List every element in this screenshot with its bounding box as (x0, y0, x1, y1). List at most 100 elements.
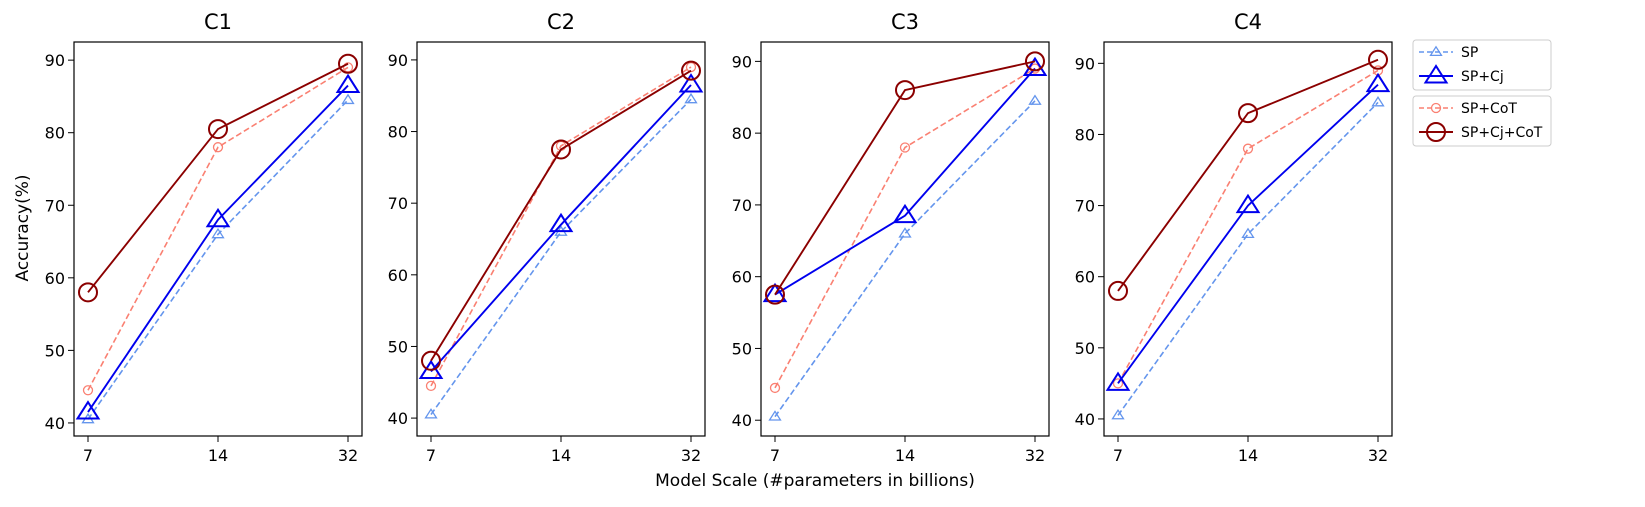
x-tick-label: 7 (83, 446, 93, 465)
chart-title: C3 (891, 10, 919, 34)
chart-panel-1: C1 40 50 60 70 80 90 7 14 32 (45, 10, 363, 465)
series-line-sp-cot (1117, 69, 1379, 384)
series-sp (81, 93, 355, 424)
x-axis-label: Model Scale (#parameters in billions) (655, 471, 975, 491)
legend: SP SP+Cj SP+CoT SP+Cj+CoT (1412, 39, 1552, 147)
y-tick-label: 90 (45, 51, 65, 70)
data-point-sp (768, 410, 782, 421)
legend-marker (1430, 102, 1442, 114)
series-line-sp (774, 100, 1036, 418)
y-tick-label: 40 (732, 411, 752, 430)
series-line-sp-cot (430, 66, 692, 387)
chart-panel-4: C4 40 50 60 70 80 90 7 14 32 (1075, 10, 1393, 465)
x-tick-label: 32 (681, 446, 701, 465)
series-line-sp-cot (774, 67, 1036, 389)
y-tick-label: 70 (388, 194, 408, 213)
series-sp-cj-cot (421, 60, 701, 371)
data-point-sp-cj-cot (1368, 49, 1388, 70)
chart-title: C2 (547, 10, 575, 34)
series-line-sp-cj-cot (430, 69, 692, 362)
series-line-sp-cj (87, 84, 349, 413)
y-tick-label: 60 (1075, 268, 1095, 287)
data-point-sp-cj (548, 212, 574, 233)
series-sp-cj (75, 73, 361, 420)
data-point-sp-cj-cot (681, 60, 701, 81)
y-tick-label: 70 (45, 196, 65, 215)
data-point-sp-cj-cot (895, 80, 915, 101)
data-point-sp (1371, 96, 1385, 107)
y-tick-label: 80 (1075, 125, 1095, 144)
series-sp-cj-cot (78, 53, 358, 303)
data-point-sp (1028, 94, 1042, 105)
plot-area-frame (73, 41, 363, 437)
y-tick-label: 60 (45, 269, 65, 288)
series-line-sp-cj-cot (774, 60, 1036, 296)
series-line-sp-cj (1117, 83, 1379, 384)
data-point-sp-cot (685, 61, 697, 73)
y-tick-label: 50 (388, 337, 408, 356)
data-point-sp-cot (82, 385, 94, 396)
data-point-sp (424, 408, 438, 419)
data-point-sp-cj (205, 207, 231, 228)
series-sp (1111, 96, 1385, 420)
y-tick-label: 40 (1075, 410, 1095, 429)
legend-item-sp-cj: SP+Cj (1419, 64, 1504, 85)
data-point-sp-cj-cot (421, 350, 441, 371)
data-point-sp-cj (1365, 72, 1391, 93)
y-tick-label: 80 (45, 124, 65, 143)
chart-panel-2: C2 40 50 60 70 80 90 7 14 32 (388, 10, 706, 465)
data-point-sp-cot (1112, 378, 1124, 389)
x-tick-label: 14 (551, 446, 571, 465)
data-point-sp-cot (1242, 143, 1254, 154)
y-tick-label: 40 (45, 414, 65, 433)
plot-area-frame (1103, 41, 1393, 437)
series-line-sp (1117, 101, 1379, 416)
legend-label: SP+Cj+CoT (1461, 125, 1543, 141)
y-tick-label: 80 (732, 124, 752, 143)
data-point-sp-cj-cot (208, 119, 228, 140)
legend-marker (1423, 64, 1449, 84)
y-axis-label: Accuracy(%) (13, 174, 33, 281)
data-point-sp-cj (1022, 56, 1048, 77)
y-tick-label: 40 (388, 409, 408, 428)
data-point-sp-cj (892, 203, 918, 224)
data-point-sp (341, 93, 355, 105)
y-tick-label: 60 (388, 266, 408, 285)
series-line-sp-cj (430, 84, 692, 373)
y-tick-label: 90 (1075, 54, 1095, 73)
y-tick-label: 50 (45, 341, 65, 360)
plot-area-frame (416, 41, 706, 437)
data-point-sp-cj-cot (1108, 280, 1128, 301)
series-line-sp-cj (774, 67, 1036, 296)
legend-box-2: SP+CoT SP+Cj+CoT (1412, 95, 1552, 147)
series-sp-cj (762, 56, 1048, 303)
data-point-sp-cj-cot (1025, 51, 1045, 72)
data-point-sp-cj-cot (78, 282, 98, 303)
legend-label: SP (1461, 45, 1478, 61)
legend-marker (1429, 45, 1443, 57)
data-point-sp (1241, 227, 1255, 239)
y-tick-label: 70 (732, 196, 752, 215)
data-point-sp-cj-cot (1238, 103, 1258, 124)
legend-box-1: SP SP+Cj (1412, 39, 1552, 91)
data-point-sp (211, 227, 225, 239)
x-tick-label: 32 (1368, 446, 1388, 465)
data-point-sp-cj (75, 400, 101, 420)
plot-area-frame (760, 41, 1050, 437)
data-point-sp-cj (335, 73, 361, 94)
legend-item-sp-cot: SP+CoT (1419, 101, 1517, 117)
legend-item-sp-cj-cot: SP+Cj+CoT (1419, 122, 1543, 142)
series-sp-cj (418, 73, 704, 380)
data-point-sp-cj-cot (338, 53, 358, 74)
series-line-sp-cj-cot (87, 62, 349, 293)
series-sp (424, 92, 698, 419)
data-point-sp-cj (1105, 371, 1131, 391)
data-point-sp-cot (899, 142, 911, 153)
y-tick-label: 90 (388, 51, 408, 70)
legend-item-sp: SP (1419, 45, 1478, 61)
series-line-sp-cot (87, 66, 349, 391)
series-sp (768, 94, 1042, 421)
x-tick-label: 32 (1025, 446, 1045, 465)
data-point-sp-cj (762, 282, 788, 303)
